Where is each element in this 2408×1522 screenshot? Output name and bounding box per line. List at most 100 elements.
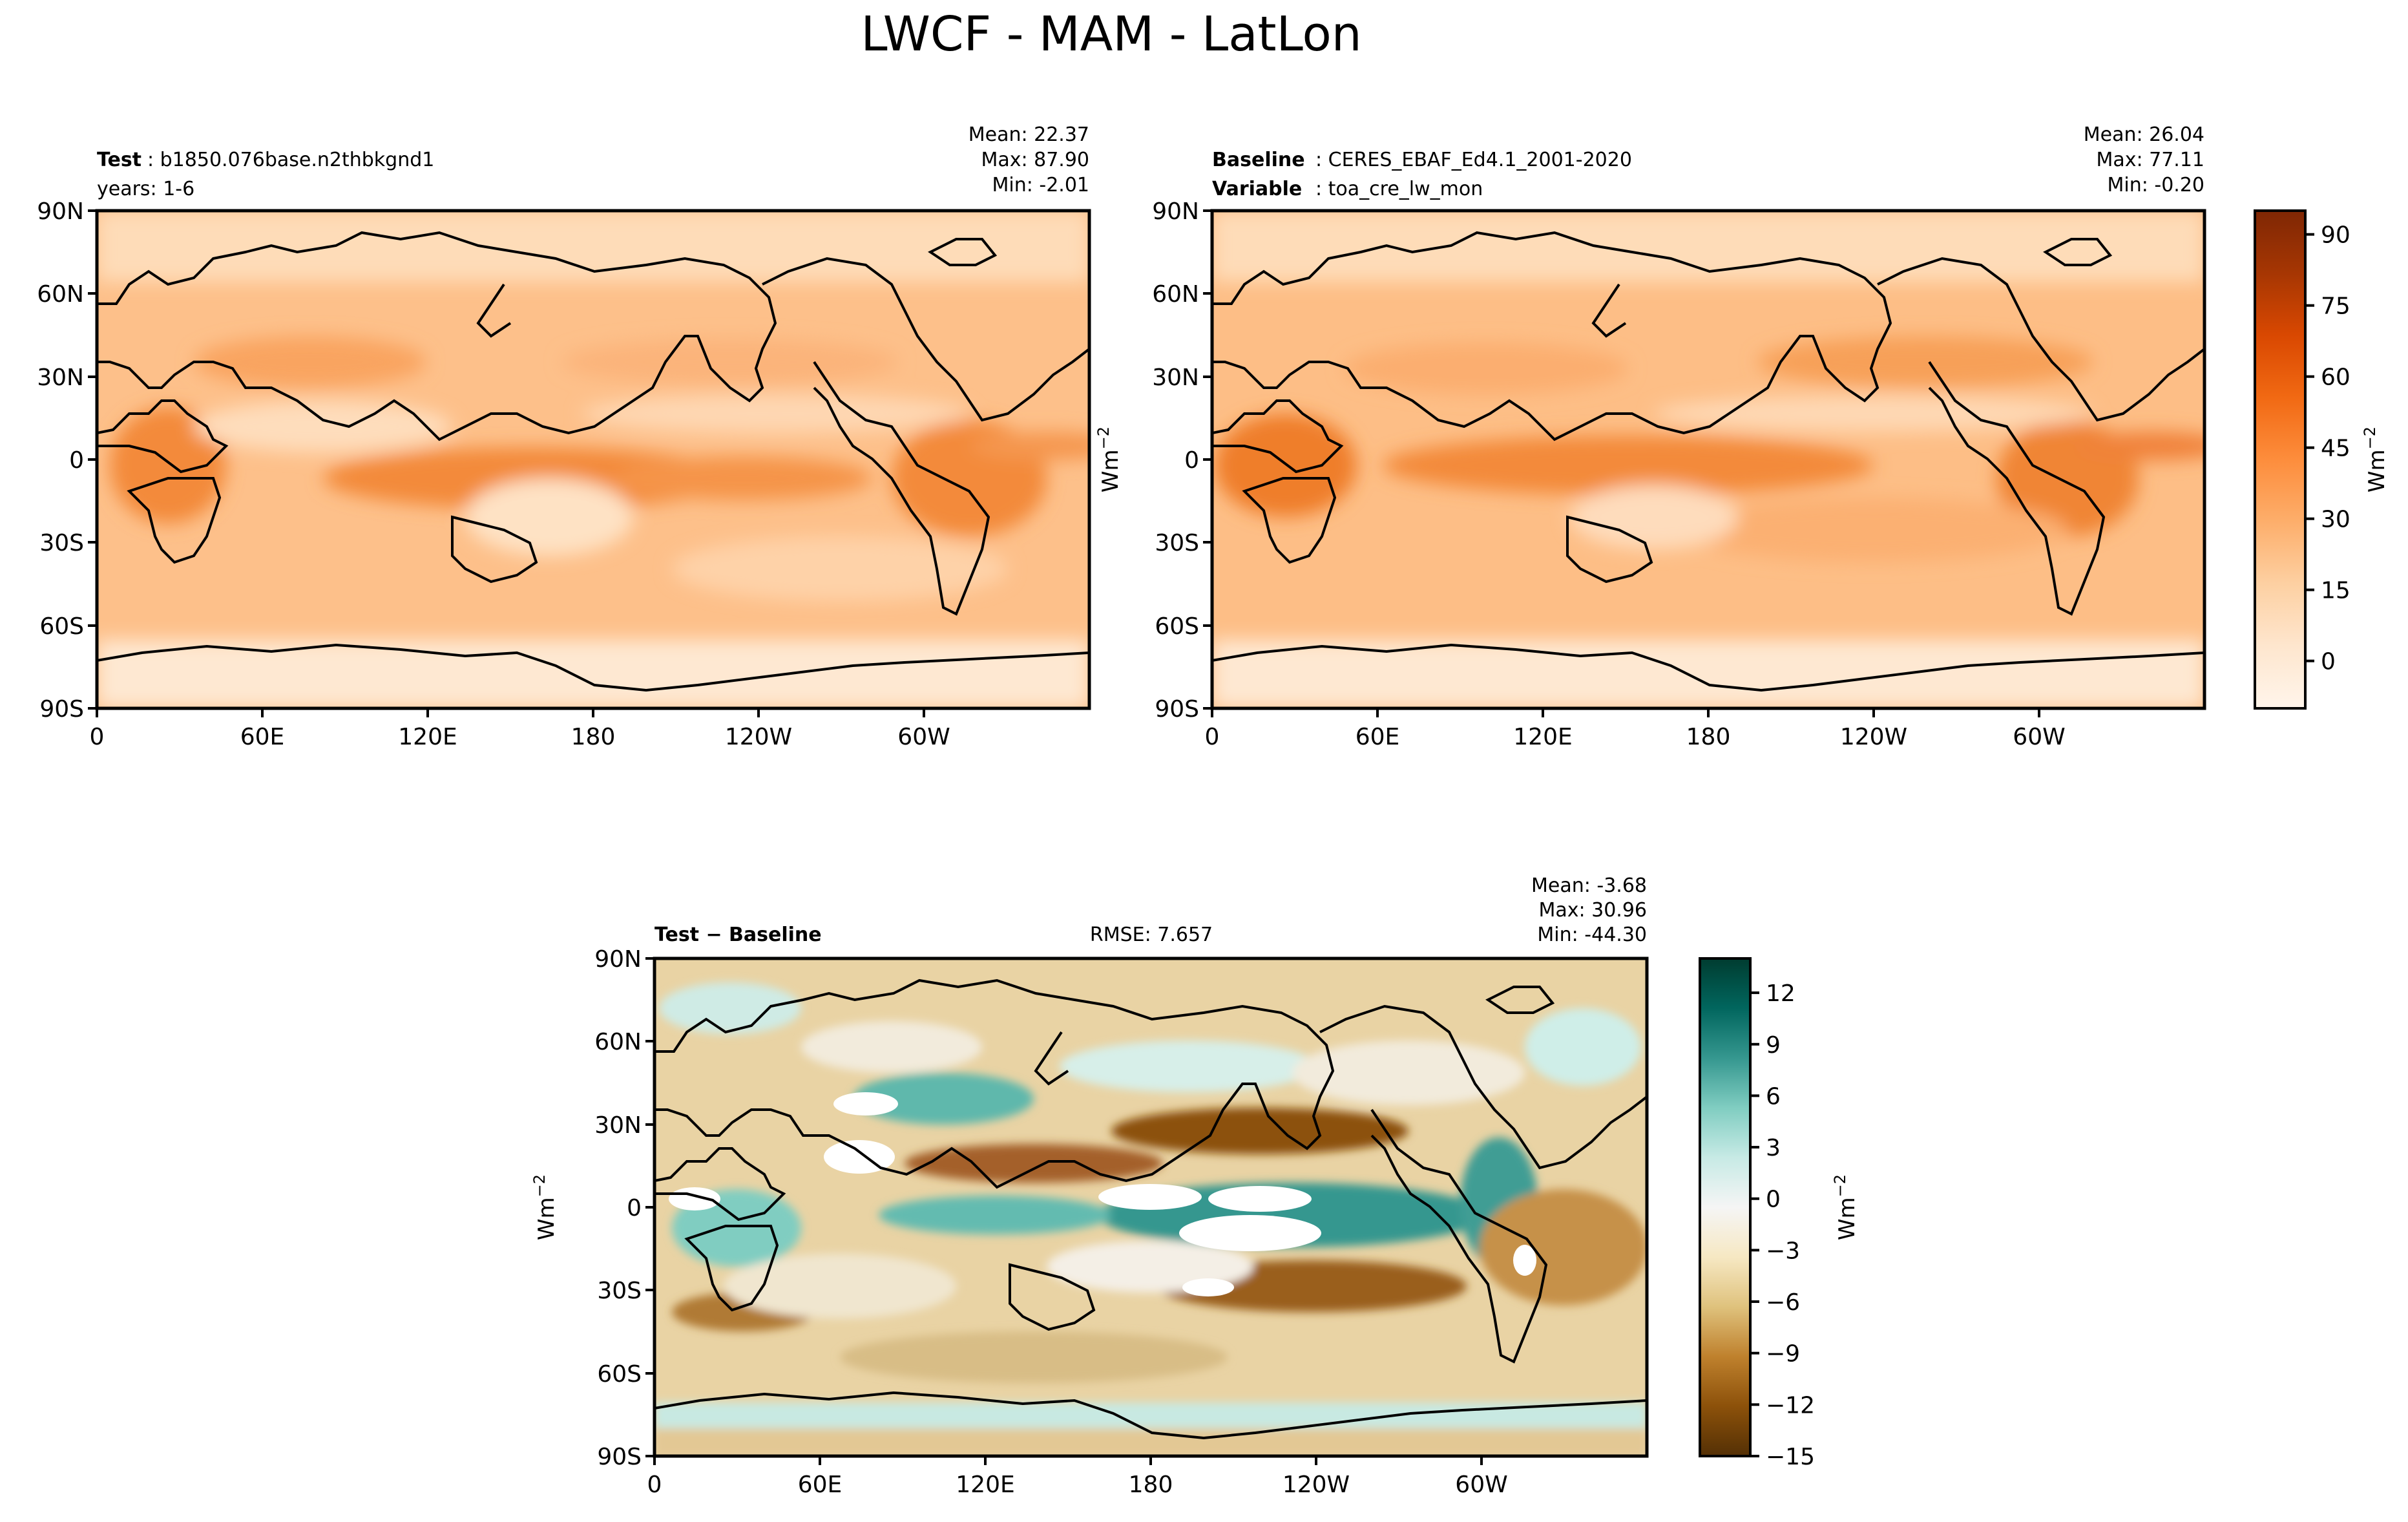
colorbar-bottom-tick-label: −12 bbox=[1766, 1392, 1815, 1419]
test-xtick-1: 60E bbox=[240, 724, 285, 750]
diff-ytick-0: 90N bbox=[594, 946, 642, 973]
colorbar-top-ticks: 90 75 60 45 30 15 0 bbox=[2305, 222, 2350, 675]
colorbar-bottom-tick-label: 9 bbox=[1766, 1032, 1781, 1059]
diff-xtick-0: 0 bbox=[647, 1472, 662, 1498]
diff-ytick-5: 60S bbox=[597, 1361, 642, 1388]
top-ylabel: Wm−2 bbox=[1094, 427, 1124, 492]
baseline-ytick-2: 30N bbox=[1152, 365, 1199, 391]
colorbar-top-label: Wm−2 bbox=[2361, 427, 2390, 492]
test-label-bold: Test bbox=[97, 149, 141, 171]
colorbar-bottom-fill bbox=[1699, 957, 1752, 1457]
baseline-x-ticks: 0 60E 120E 180 120W 60W bbox=[1205, 708, 2066, 750]
test-y-ticks: 90N 60N 30N 0 30S 60S 90S bbox=[37, 198, 97, 723]
baseline-stat-max: Max: 77.11 bbox=[2096, 149, 2204, 171]
diff-ytick-2: 30N bbox=[594, 1112, 642, 1139]
colorbar-bottom-tick-label: 0 bbox=[1766, 1187, 1781, 1213]
baseline-xtick-0: 0 bbox=[1205, 724, 1220, 750]
test-stat-mean: Mean: 22.37 bbox=[968, 123, 1089, 146]
panel-difference: Test − Baseline RMSE: 7.657 Mean: -3.68 … bbox=[530, 874, 1649, 1498]
diff-xtick-1: 60E bbox=[798, 1472, 843, 1498]
colorbar-bottom-tick-label: −3 bbox=[1766, 1238, 1800, 1264]
diff-x-ticks: 0 60E 120E 180 120W 60W bbox=[647, 1456, 1508, 1498]
baseline-stat-min: Min: -0.20 bbox=[2108, 174, 2205, 196]
diff-ytick-3: 0 bbox=[627, 1195, 642, 1221]
test-x-ticks: 0 60E 120E 180 120W 60W bbox=[90, 708, 950, 750]
diff-coastlines bbox=[654, 978, 1647, 1440]
test-stat-max: Max: 87.90 bbox=[981, 149, 1089, 171]
panel-test: Test : b1850.076base.n2thbkgnd1 years: 1… bbox=[37, 123, 1091, 750]
baseline-ytick-6: 90S bbox=[1155, 696, 1199, 723]
test-ytick-0: 90N bbox=[37, 198, 84, 225]
variable-label-text: : toa_cre_lw_mon bbox=[1315, 178, 1483, 200]
test-label-years: years: 1-6 bbox=[97, 178, 194, 200]
baseline-ytick-3: 0 bbox=[1184, 447, 1199, 474]
colorbar-bottom-tick-label: −9 bbox=[1766, 1341, 1800, 1368]
diff-label-bold: Test − Baseline bbox=[654, 924, 822, 946]
diff-y-ticks: 90N 60N 30N 0 30S 60S 90S bbox=[594, 946, 654, 1470]
baseline-xtick-2: 120E bbox=[1513, 724, 1572, 750]
baseline-label-text: : CERES_EBAF_Ed4.1_2001-2020 bbox=[1315, 149, 1632, 171]
test-stat-min: Min: -2.01 bbox=[992, 174, 1090, 196]
baseline-y-ticks: 90N 60N 30N 0 30S 60S 90S bbox=[1152, 198, 1212, 723]
baseline-stat-mean: Mean: 26.04 bbox=[2084, 123, 2204, 146]
test-ytick-6: 90S bbox=[39, 696, 84, 723]
colorbar-top-tick-label: 45 bbox=[2321, 436, 2350, 462]
colorbar-bottom-tick-label: 3 bbox=[1766, 1135, 1781, 1161]
diff-xtick-3: 180 bbox=[1129, 1472, 1173, 1498]
colorbar-bottom-tick-label: −15 bbox=[1766, 1444, 1815, 1470]
colorbar-top: 90 75 60 45 30 15 0 Wm−2 bbox=[2254, 209, 2390, 710]
baseline-ytick-0: 90N bbox=[1152, 198, 1199, 225]
diff-xtick-4: 120W bbox=[1283, 1472, 1350, 1498]
colorbar-bottom-ticks: 12 9 6 3 0 −3 −6 −9 −12 −15 bbox=[1750, 980, 1815, 1470]
test-xtick-2: 120E bbox=[398, 724, 457, 750]
colorbar-bottom: 12 9 6 3 0 −3 −6 −9 −12 −15 Wm−2 bbox=[1699, 957, 1860, 1470]
test-map-field bbox=[97, 211, 1089, 708]
baseline-ytick-1: 60N bbox=[1152, 281, 1199, 308]
test-label-text: : b1850.076base.n2thbkgnd1 bbox=[147, 149, 434, 171]
baseline-map-field bbox=[1212, 211, 2204, 708]
baseline-ytick-4: 30S bbox=[1155, 530, 1199, 556]
diff-stat-max: Max: 30.96 bbox=[1538, 899, 1647, 922]
test-ytick-2: 30N bbox=[37, 365, 84, 391]
diff-ytick-1: 60N bbox=[594, 1029, 642, 1055]
colorbar-top-tick-label: 90 bbox=[2321, 222, 2350, 249]
diff-rmse: RMSE: 7.657 bbox=[1090, 924, 1213, 946]
diff-map-field bbox=[654, 958, 1647, 1456]
test-xtick-5: 60W bbox=[897, 724, 950, 750]
diff-stat-min: Min: -44.30 bbox=[1537, 924, 1647, 946]
colorbar-top-tick-label: 0 bbox=[2321, 649, 2336, 675]
baseline-xtick-1: 60E bbox=[1356, 724, 1400, 750]
colorbar-bottom-label: Wm−2 bbox=[1831, 1174, 1860, 1240]
test-ytick-5: 60S bbox=[39, 613, 84, 640]
diff-stat-mean: Mean: -3.68 bbox=[1531, 874, 1647, 897]
figure-title: LWCF - MAM - LatLon bbox=[861, 6, 1361, 62]
test-ytick-4: 30S bbox=[39, 530, 84, 556]
panel-baseline: Baseline : CERES_EBAF_Ed4.1_2001-2020 Va… bbox=[1152, 123, 2206, 750]
colorbar-top-tick-label: 75 bbox=[2321, 293, 2350, 320]
baseline-label-bold: Baseline bbox=[1212, 149, 1305, 171]
colorbar-bottom-tick-label: 6 bbox=[1766, 1083, 1781, 1110]
baseline-xtick-4: 120W bbox=[1840, 724, 1907, 750]
colorbar-top-tick-label: 30 bbox=[2321, 507, 2350, 533]
test-ytick-1: 60N bbox=[37, 281, 84, 308]
diff-xtick-2: 120E bbox=[956, 1472, 1014, 1498]
test-xtick-3: 180 bbox=[571, 724, 616, 750]
test-xtick-4: 120W bbox=[725, 724, 792, 750]
variable-label-bold: Variable bbox=[1212, 178, 1302, 200]
diff-ylabel: Wm−2 bbox=[530, 1174, 560, 1240]
test-ytick-3: 0 bbox=[69, 447, 84, 474]
colorbar-top-tick-label: 60 bbox=[2321, 365, 2350, 391]
test-xtick-0: 0 bbox=[90, 724, 105, 750]
baseline-xtick-3: 180 bbox=[1686, 724, 1731, 750]
diff-ytick-6: 90S bbox=[597, 1444, 642, 1470]
colorbar-top-tick-label: 15 bbox=[2321, 578, 2350, 604]
diff-xtick-5: 60W bbox=[1455, 1472, 1507, 1498]
test-coastlines bbox=[97, 231, 1089, 692]
baseline-xtick-5: 60W bbox=[2013, 724, 2065, 750]
baseline-coastlines bbox=[1212, 231, 2204, 692]
diff-ytick-4: 30S bbox=[597, 1278, 642, 1304]
colorbar-bottom-tick-label: −6 bbox=[1766, 1289, 1800, 1316]
colorbar-top-fill bbox=[2254, 209, 2307, 710]
colorbar-bottom-tick-label: 12 bbox=[1766, 980, 1796, 1007]
